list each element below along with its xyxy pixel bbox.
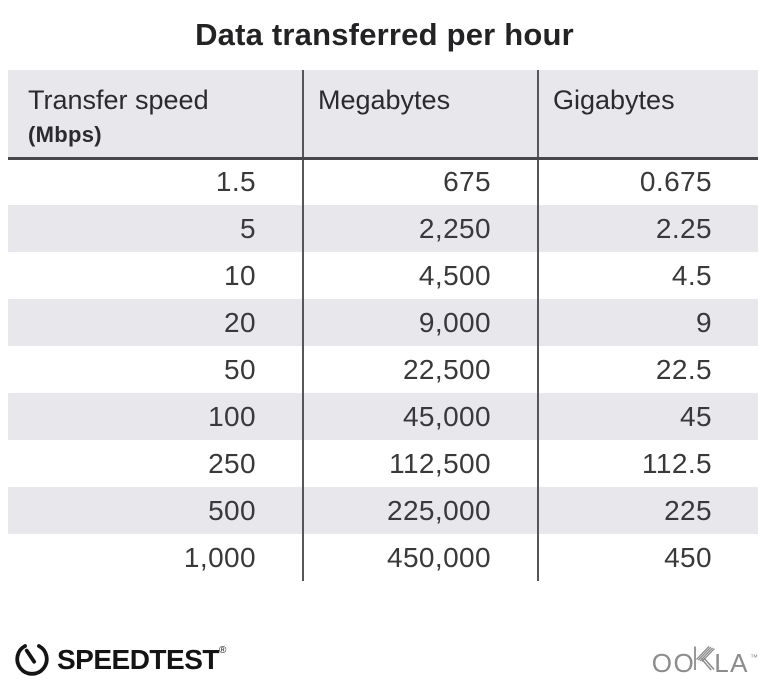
table-row: 500 225,000 225 bbox=[8, 487, 758, 534]
footer: SPEEDTEST® OO LA ™ bbox=[0, 636, 769, 698]
table-cell: 5 bbox=[8, 205, 303, 252]
table-cell: 9,000 bbox=[302, 299, 538, 346]
table-cell: 450 bbox=[537, 534, 758, 581]
table-row: 1,000 450,000 450 bbox=[8, 534, 758, 581]
table-cell: 112.5 bbox=[537, 440, 758, 487]
header-row: Transfer speed (Mbps) Megabytes Gigabyte… bbox=[8, 70, 758, 160]
column-header-unit: (Mbps) bbox=[28, 122, 102, 147]
column-header-label: Megabytes bbox=[318, 85, 451, 115]
speedtest-gauge-icon bbox=[13, 639, 51, 682]
table-cell: 22.5 bbox=[537, 346, 758, 393]
table-cell: 45,000 bbox=[302, 393, 538, 440]
table-cell: 4,500 bbox=[302, 252, 538, 299]
page-title: Data transferred per hour bbox=[195, 17, 574, 52]
table-cell: 45 bbox=[537, 393, 758, 440]
table-row: 20 9,000 9 bbox=[8, 299, 758, 346]
table-cell: 0.675 bbox=[537, 158, 758, 205]
table-cell: 250 bbox=[8, 440, 303, 487]
table-cell: 50 bbox=[8, 346, 303, 393]
table-row: 10 4,500 4.5 bbox=[8, 252, 758, 299]
speedtest-wordmark: SPEEDTEST® bbox=[57, 644, 226, 676]
table-cell: 675 bbox=[302, 158, 538, 205]
column-header-megabytes: Megabytes bbox=[302, 70, 538, 160]
table-cell: 100 bbox=[8, 393, 303, 440]
table-row: 250 112,500 112.5 bbox=[8, 440, 758, 487]
table-row: 100 45,000 45 bbox=[8, 393, 758, 440]
table-cell: 225,000 bbox=[302, 487, 538, 534]
table-cell: 500 bbox=[8, 487, 303, 534]
column-header-gigabytes: Gigabytes bbox=[537, 70, 758, 160]
table-cell: 225 bbox=[537, 487, 758, 534]
table-cell: 10 bbox=[8, 252, 303, 299]
column-header-label: Transfer speed bbox=[28, 85, 209, 115]
speedtest-logo: SPEEDTEST® bbox=[13, 639, 226, 682]
table-cell: 1,000 bbox=[8, 534, 303, 581]
ookla-k-icon bbox=[693, 645, 716, 676]
speedtest-text: SPEEDTEST bbox=[57, 644, 219, 675]
column-header-label: Gigabytes bbox=[553, 85, 675, 115]
table-cell: 112,500 bbox=[302, 440, 538, 487]
table-row: 50 22,500 22.5 bbox=[8, 346, 758, 393]
table-body: 1.5 675 0.675 5 2,250 2.25 10 4,500 4.5 20 9,000 9 5… bbox=[8, 158, 758, 581]
registered-trademark-symbol: ® bbox=[218, 644, 226, 656]
ookla-text-left: OO bbox=[651, 647, 696, 678]
trademark-symbol: ™ bbox=[750, 652, 758, 662]
table-row: 1.5 675 0.675 bbox=[8, 158, 758, 205]
column-header-transfer-speed: Transfer speed (Mbps) bbox=[8, 70, 303, 160]
data-table: Transfer speed (Mbps) Megabytes Gigabyte… bbox=[8, 70, 758, 581]
ookla-logo: OO LA ™ bbox=[651, 645, 758, 678]
table-cell: 2.25 bbox=[537, 205, 758, 252]
table-row: 5 2,250 2.25 bbox=[8, 205, 758, 252]
ookla-text-right: LA bbox=[714, 647, 749, 678]
table-header: Transfer speed (Mbps) Megabytes Gigabyte… bbox=[8, 70, 758, 160]
table-cell: 450,000 bbox=[302, 534, 538, 581]
table-cell: 20 bbox=[8, 299, 303, 346]
table-cell: 4.5 bbox=[537, 252, 758, 299]
table-cell: 22,500 bbox=[302, 346, 538, 393]
table-cell: 9 bbox=[537, 299, 758, 346]
table-cell: 1.5 bbox=[8, 158, 303, 205]
table-cell: 2,250 bbox=[302, 205, 538, 252]
